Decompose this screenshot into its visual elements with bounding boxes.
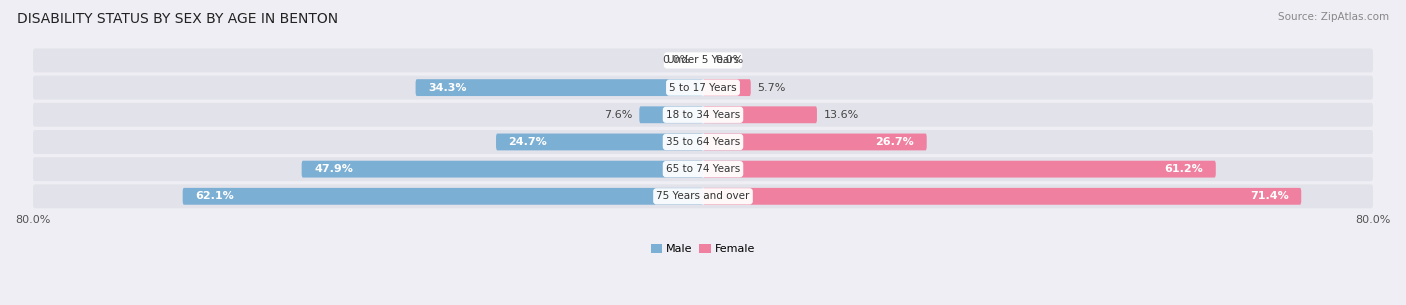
Text: 5 to 17 Years: 5 to 17 Years <box>669 83 737 93</box>
Text: 65 to 74 Years: 65 to 74 Years <box>666 164 740 174</box>
Text: 61.2%: 61.2% <box>1164 164 1204 174</box>
Text: 0.0%: 0.0% <box>716 56 744 66</box>
FancyBboxPatch shape <box>703 188 1302 205</box>
Text: 34.3%: 34.3% <box>429 83 467 93</box>
Text: 75 Years and over: 75 Years and over <box>657 191 749 201</box>
Text: 13.6%: 13.6% <box>824 110 859 120</box>
FancyBboxPatch shape <box>703 106 817 123</box>
Text: Under 5 Years: Under 5 Years <box>666 56 740 66</box>
FancyBboxPatch shape <box>703 161 1216 178</box>
Text: 0.0%: 0.0% <box>662 56 690 66</box>
Text: 62.1%: 62.1% <box>195 191 233 201</box>
FancyBboxPatch shape <box>640 106 703 123</box>
FancyBboxPatch shape <box>183 188 703 205</box>
Legend: Male, Female: Male, Female <box>647 239 759 259</box>
FancyBboxPatch shape <box>302 161 703 178</box>
FancyBboxPatch shape <box>496 134 703 150</box>
Text: 71.4%: 71.4% <box>1250 191 1289 201</box>
Text: 26.7%: 26.7% <box>876 137 914 147</box>
FancyBboxPatch shape <box>703 134 927 150</box>
FancyBboxPatch shape <box>703 79 751 96</box>
FancyBboxPatch shape <box>416 79 703 96</box>
FancyBboxPatch shape <box>32 184 1374 208</box>
FancyBboxPatch shape <box>32 103 1374 127</box>
Text: DISABILITY STATUS BY SEX BY AGE IN BENTON: DISABILITY STATUS BY SEX BY AGE IN BENTO… <box>17 12 337 26</box>
FancyBboxPatch shape <box>32 130 1374 154</box>
Text: 35 to 64 Years: 35 to 64 Years <box>666 137 740 147</box>
Text: 18 to 34 Years: 18 to 34 Years <box>666 110 740 120</box>
Text: 47.9%: 47.9% <box>314 164 353 174</box>
FancyBboxPatch shape <box>32 48 1374 72</box>
FancyBboxPatch shape <box>32 157 1374 181</box>
Text: 7.6%: 7.6% <box>605 110 633 120</box>
FancyBboxPatch shape <box>32 76 1374 99</box>
Text: 24.7%: 24.7% <box>509 137 547 147</box>
Text: 5.7%: 5.7% <box>758 83 786 93</box>
Text: Source: ZipAtlas.com: Source: ZipAtlas.com <box>1278 12 1389 22</box>
